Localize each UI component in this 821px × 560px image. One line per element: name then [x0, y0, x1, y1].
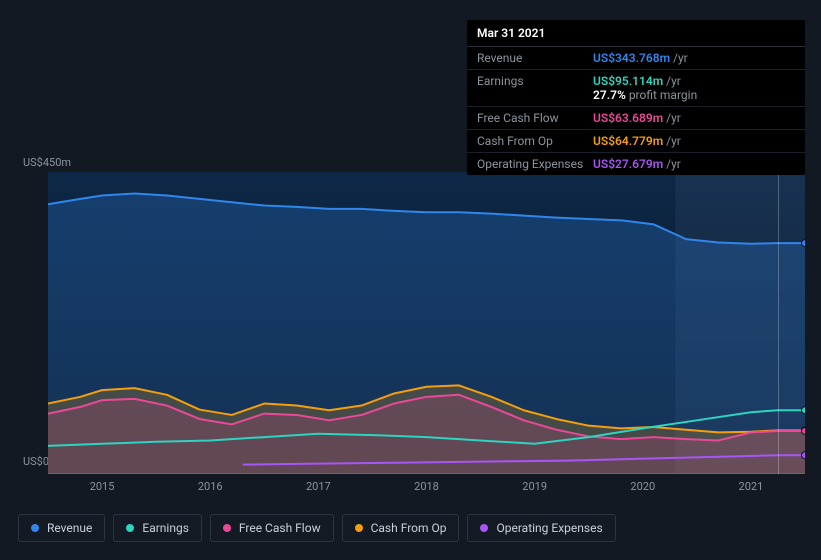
- x-axis-year: 2015: [90, 480, 115, 493]
- tooltip-metric-suffix: /yr: [666, 157, 681, 171]
- x-axis-year: 2016: [198, 480, 223, 493]
- x-axis-year: 2020: [630, 480, 655, 493]
- legend-dot-icon: [355, 524, 363, 532]
- legend-dot-icon: [126, 524, 134, 532]
- tooltip-metric-suffix: /yr: [666, 74, 681, 88]
- tooltip-row: Operating ExpensesUS$27.679m/yr: [467, 153, 805, 175]
- legend-dot-icon: [31, 524, 39, 532]
- x-axis-year: 2018: [414, 480, 439, 493]
- hover-guideline: [778, 172, 779, 474]
- x-axis-year: 2019: [522, 480, 547, 493]
- legend-item[interactable]: Free Cash Flow: [210, 514, 334, 542]
- legend-dot-icon: [480, 524, 488, 532]
- legend-label: Cash From Op: [371, 521, 447, 535]
- legend-label: Earnings: [142, 521, 189, 535]
- tooltip-metric-suffix: /yr: [666, 134, 681, 148]
- y-axis-bottom-label: US$0: [23, 455, 49, 468]
- tooltip-metric-label: Revenue: [477, 51, 593, 65]
- tooltip-metric-suffix: /yr: [666, 111, 681, 125]
- legend-item[interactable]: Earnings: [113, 514, 202, 542]
- legend-item[interactable]: Operating Expenses: [467, 514, 615, 542]
- legend-dot-icon: [223, 524, 231, 532]
- tooltip-metric-label: Earnings: [477, 74, 593, 102]
- legend-item[interactable]: Revenue: [18, 514, 105, 542]
- tooltip-metric-value: US$64.779m: [593, 134, 663, 148]
- tooltip-profit-margin: 27.7% profit margin: [593, 88, 697, 102]
- tooltip-metric-value: US$343.768m: [593, 51, 670, 65]
- tooltip-metric-value: US$95.114m: [593, 74, 663, 88]
- tooltip-date: Mar 31 2021: [467, 20, 805, 47]
- tooltip-metric-value: US$27.679m: [593, 157, 663, 171]
- legend-item[interactable]: Cash From Op: [342, 514, 460, 542]
- hover-tooltip: Mar 31 2021 RevenueUS$343.768m/yrEarning…: [467, 20, 805, 175]
- tooltip-row: Cash From OpUS$64.779m/yr: [467, 130, 805, 153]
- x-axis-year: 2017: [306, 480, 331, 493]
- tooltip-metric-label: Free Cash Flow: [477, 111, 593, 125]
- legend-label: Operating Expenses: [496, 521, 602, 535]
- chart-legend: Revenue Earnings Free Cash Flow Cash From O…: [18, 514, 616, 542]
- x-axis-labels: 2015 2016 2017 2018 2019 2020 2021: [48, 480, 805, 496]
- tooltip-row: RevenueUS$343.768m/yr: [467, 47, 805, 70]
- chart-plot[interactable]: [48, 172, 805, 474]
- tooltip-metric-label: Cash From Op: [477, 134, 593, 148]
- legend-label: Free Cash Flow: [239, 521, 321, 535]
- y-axis-top-label: US$450m: [23, 156, 71, 169]
- area-chart-svg: [48, 172, 805, 474]
- x-axis-year: 2021: [739, 480, 764, 493]
- legend-label: Revenue: [47, 521, 92, 535]
- tooltip-metric-suffix: /yr: [673, 51, 688, 65]
- tooltip-row: Free Cash FlowUS$63.689m/yr: [467, 107, 805, 130]
- tooltip-metric-label: Operating Expenses: [477, 157, 593, 171]
- tooltip-metric-value: US$63.689m: [593, 111, 663, 125]
- tooltip-row: EarningsUS$95.114m/yr27.7% profit margin: [467, 70, 805, 107]
